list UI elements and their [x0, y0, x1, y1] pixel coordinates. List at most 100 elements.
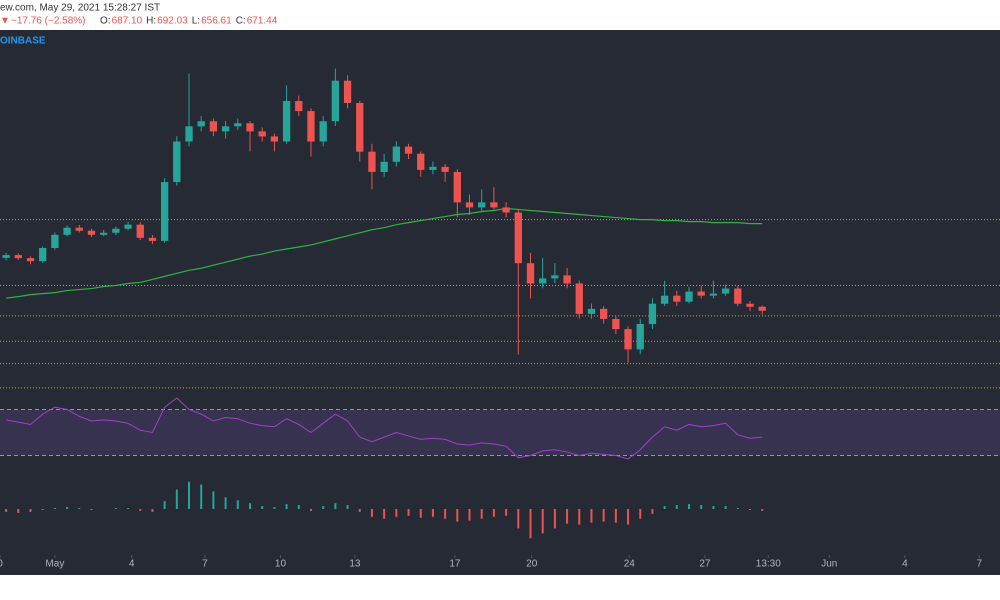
- candle-body: [246, 123, 254, 132]
- macd-bar: [212, 491, 215, 509]
- x-tick-label: 13: [349, 559, 361, 570]
- candle-body: [197, 121, 205, 127]
- candle-body: [63, 227, 71, 235]
- candle-body: [185, 126, 193, 142]
- macd-bar: [175, 489, 178, 509]
- macd-bar: [358, 509, 361, 512]
- candle-body: [526, 263, 535, 284]
- candle-body: [660, 295, 669, 304]
- x-tick-label: 10: [275, 559, 287, 570]
- candle-body: [758, 306, 766, 311]
- candle-body: [87, 230, 96, 235]
- ohlc-key: L:: [192, 16, 200, 27]
- macd-bar: [5, 509, 8, 512]
- candle-body: [490, 202, 498, 208]
- candle-body: [685, 291, 693, 302]
- x-tick-label: 4: [902, 559, 908, 570]
- candle-body: [282, 100, 291, 142]
- candle-body: [295, 100, 303, 112]
- candle-body: [319, 121, 327, 142]
- x-tick-label: 27: [699, 559, 711, 570]
- macd-bar: [736, 508, 739, 509]
- candle-body: [587, 308, 596, 314]
- candle-body: [417, 153, 425, 170]
- macd-bar: [553, 509, 556, 529]
- macd-bar: [273, 507, 276, 509]
- macd-bar: [41, 509, 44, 510]
- macd-bar: [492, 509, 495, 517]
- macd-bar: [297, 505, 300, 509]
- candle-body: [26, 258, 35, 262]
- x-tick-label: Jun: [821, 559, 837, 570]
- candle-body: [721, 288, 730, 294]
- macd-bar: [224, 497, 227, 509]
- candle-body: [221, 126, 230, 132]
- x-tick-label: 17: [449, 559, 461, 570]
- macd-bar: [200, 484, 203, 509]
- macd-bar: [700, 505, 703, 509]
- macd-bar: [249, 503, 251, 509]
- candle-body: [478, 202, 486, 208]
- x-tick-label: 0: [0, 559, 3, 570]
- macd-bar: [17, 509, 20, 513]
- macd-bar: [29, 509, 32, 512]
- x-tick-label: 20: [526, 559, 538, 570]
- macd-bar: [602, 509, 605, 522]
- macd-bar: [163, 501, 166, 509]
- change-arrow: ▼: [0, 16, 10, 27]
- candle-body: [404, 146, 413, 154]
- macd-bar: [188, 481, 191, 509]
- candle-body: [100, 232, 108, 235]
- candle-body: [673, 295, 681, 302]
- candle-body: [160, 182, 169, 241]
- candle-body: [75, 227, 83, 231]
- macd-bar: [151, 509, 154, 512]
- candle-body: [2, 255, 10, 258]
- macd-bar: [663, 506, 666, 509]
- macd-bar: [444, 509, 447, 519]
- candle-body: [746, 303, 754, 307]
- macd-bar: [383, 509, 386, 519]
- candle-body: [636, 324, 644, 350]
- candle-body: [453, 171, 461, 203]
- candle-body: [173, 141, 181, 183]
- candle-body: [734, 288, 742, 304]
- candle-body: [112, 228, 120, 233]
- ohlc-value: 656.61: [201, 16, 232, 27]
- candle-body: [331, 80, 340, 122]
- macd-bar: [334, 503, 337, 509]
- macd-bar: [236, 500, 239, 509]
- ohlc-value: 692.03: [157, 16, 188, 27]
- macd-bar: [712, 506, 715, 509]
- candle-body: [441, 166, 449, 172]
- x-tick-label: 13:30: [756, 559, 781, 570]
- candle-body: [697, 291, 705, 296]
- macd-bar: [309, 509, 312, 511]
- macd-bar: [395, 509, 398, 517]
- candle-body: [209, 121, 218, 132]
- macd-bar: [419, 509, 422, 518]
- ohlc-value: 671.44: [247, 16, 278, 27]
- macd-bar: [627, 509, 630, 525]
- candle-body: [624, 329, 632, 350]
- candle-body: [343, 80, 352, 103]
- x-tick-label: 24: [624, 559, 636, 570]
- candle-body: [136, 224, 144, 238]
- candle-body: [575, 283, 583, 314]
- macd-bar: [370, 509, 373, 517]
- macd-bar: [639, 509, 642, 519]
- macd-bar: [505, 509, 508, 516]
- x-tick-label: 4: [129, 559, 135, 570]
- candle-body: [270, 136, 279, 142]
- x-tick-label: 7: [202, 559, 208, 570]
- macd-bar: [517, 509, 520, 529]
- macd-bar: [724, 506, 727, 509]
- macd-bar: [322, 506, 325, 509]
- candle-body: [368, 151, 376, 172]
- candle-body: [124, 224, 132, 229]
- macd-bar: [285, 504, 288, 509]
- exchange: OINBASE: [0, 36, 46, 47]
- macd-bar: [761, 509, 764, 511]
- macd-bar: [541, 509, 544, 534]
